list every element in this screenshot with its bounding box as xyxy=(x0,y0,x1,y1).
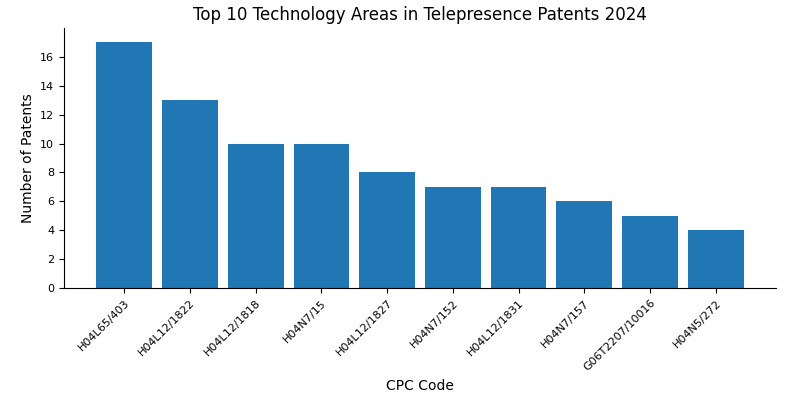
Bar xyxy=(162,100,218,288)
Y-axis label: Number of Patents: Number of Patents xyxy=(21,93,34,223)
Bar xyxy=(688,230,744,288)
Bar xyxy=(425,187,481,288)
Bar xyxy=(228,144,284,288)
Bar xyxy=(359,172,415,288)
X-axis label: CPC Code: CPC Code xyxy=(386,378,454,392)
Bar xyxy=(622,216,678,288)
Title: Top 10 Technology Areas in Telepresence Patents 2024: Top 10 Technology Areas in Telepresence … xyxy=(193,6,647,24)
Bar xyxy=(96,42,152,288)
Bar xyxy=(556,201,612,288)
Bar xyxy=(490,187,546,288)
Bar xyxy=(294,144,350,288)
